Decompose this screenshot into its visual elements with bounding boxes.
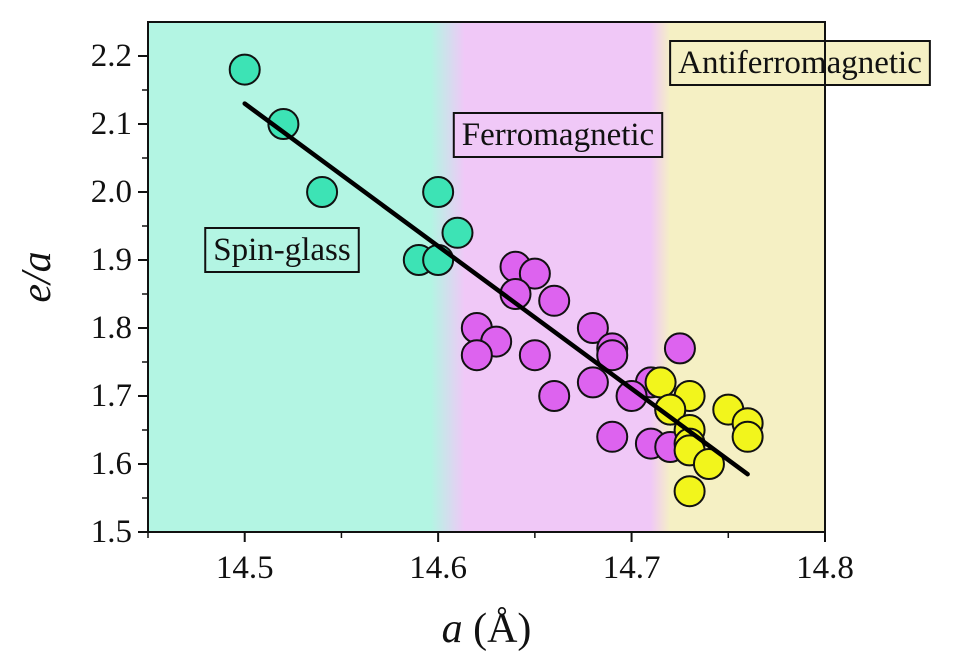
data-point [460, 339, 493, 372]
y-tick-label: 1.8 [91, 310, 132, 346]
y-tick-label: 2.0 [91, 174, 132, 210]
y-tick-label: 1.9 [91, 242, 132, 278]
data-point [422, 244, 455, 276]
region-label-box [452, 112, 664, 158]
data-point [518, 339, 551, 372]
data-point [596, 339, 629, 372]
data-point [654, 393, 687, 426]
region-label-box [204, 227, 360, 273]
linear-fit-line [242, 101, 750, 477]
x-axis-ticks: 14.5 14.6 14.7 14.8 [147, 532, 854, 586]
x-axis-title: a (Å) [442, 606, 532, 652]
y-tick-label: 1.5 [91, 514, 132, 550]
region-label-text: Spin-glass [213, 232, 351, 268]
data-point [228, 53, 261, 86]
data-point [518, 257, 551, 290]
region-label-spin-glass: Spin-glass [204, 227, 360, 273]
series-1 [228, 53, 474, 276]
y-tick-label: 2.2 [91, 38, 132, 74]
region-label-text: Ferromagnetic [462, 117, 654, 153]
region-label-box [669, 40, 931, 86]
region-label-antiferromagnetic: Antiferromagnetic [669, 40, 931, 86]
data-point [644, 366, 677, 399]
data-point [663, 332, 696, 365]
data-point [538, 284, 571, 317]
data-point [267, 108, 300, 140]
y-axis-title: e/a [14, 251, 60, 302]
data-point [731, 420, 764, 453]
data-point [673, 475, 706, 508]
x-axis-unit: (Å) [463, 606, 532, 652]
data-point [596, 420, 629, 453]
x-tick-label: 14.6 [409, 550, 467, 586]
region-label-text: Antiferromagnetic [678, 45, 922, 81]
x-axis-variable: a [442, 606, 463, 652]
plot-frame [147, 21, 826, 533]
x-tick-label: 14.5 [216, 550, 274, 586]
y-axis-ticks: 1.5 1.6 1.7 1.8 1.9 2.0 2.1 2.2 [91, 38, 148, 550]
x-tick-label: 14.7 [603, 550, 661, 586]
y-tick-label: 1.7 [91, 378, 132, 414]
y-tick-label: 2.1 [91, 106, 132, 142]
region-labels: Spin-glass Ferromagnetic Antiferromagnetic [204, 40, 931, 273]
data-point [422, 176, 455, 208]
data-point [615, 380, 648, 412]
y-tick-label: 1.6 [91, 446, 132, 482]
data-point [576, 312, 609, 344]
data-point [576, 366, 609, 399]
data-point [692, 448, 725, 480]
data-point [538, 380, 571, 412]
data-points [228, 53, 764, 508]
data-point [306, 176, 339, 208]
data-point [441, 216, 474, 249]
x-tick-label: 14.8 [796, 550, 854, 586]
region-label-ferromagnetic: Ferromagnetic [452, 112, 664, 158]
